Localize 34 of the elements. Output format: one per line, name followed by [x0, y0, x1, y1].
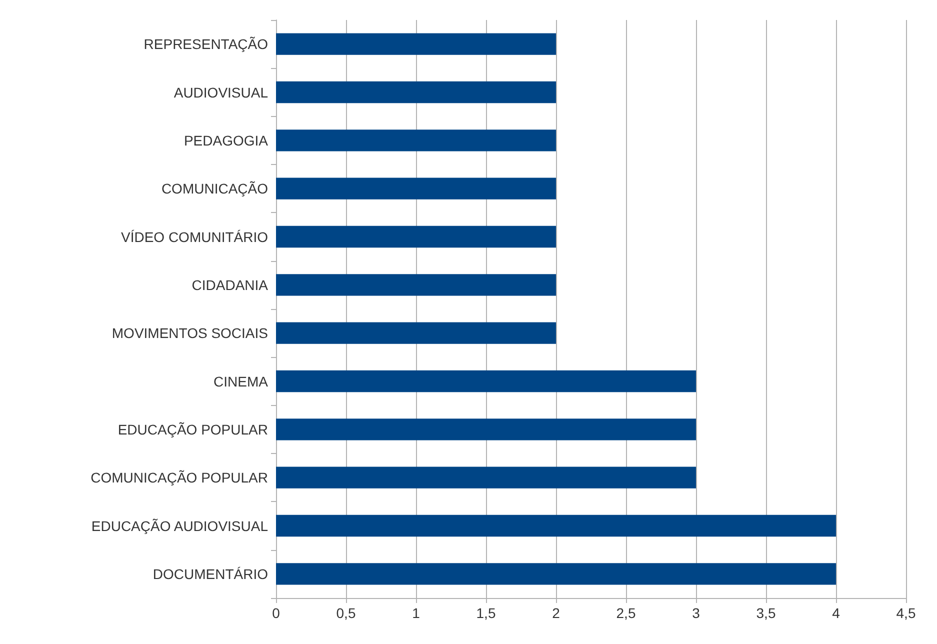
y-tick-label: REPRESENTAÇÃO: [144, 36, 268, 52]
bar: [276, 226, 556, 248]
bar: [276, 33, 556, 55]
bar: [276, 130, 556, 152]
y-tick-label: EDUCAÇÃO AUDIOVISUAL: [91, 518, 268, 534]
x-tick-label: 0,5: [336, 605, 356, 621]
bar: [276, 370, 696, 392]
x-tick-label: 3,5: [756, 605, 776, 621]
bar: [276, 514, 836, 537]
y-tick-label: PEDAGOGIA: [184, 132, 269, 148]
bar: [276, 178, 556, 200]
x-tick-label: 1: [412, 605, 420, 621]
y-tick-label: CINEMA: [214, 373, 269, 390]
y-tick-label: DOCUMENTÁRIO: [152, 566, 268, 582]
bar: [276, 466, 696, 488]
y-tick-label: MOVIMENTOS SOCIAIS: [112, 325, 268, 342]
y-tick-label: EDUCAÇÃO POPULAR: [118, 421, 268, 438]
x-tick-label: 3: [692, 605, 700, 621]
x-tick-label: 1,5: [476, 605, 496, 621]
y-tick-label: CIDADANIA: [192, 276, 269, 293]
bar: [276, 81, 556, 104]
x-tick-label: 2: [552, 605, 560, 621]
bar: [276, 322, 556, 344]
y-tick-label: AUDIOVISUAL: [174, 84, 268, 100]
x-tick-label: 4: [832, 605, 840, 621]
x-tick-label: 4,5: [896, 605, 916, 621]
x-tick-label: 0: [272, 605, 280, 621]
y-tick-label: COMUNICAÇÃO: [161, 180, 268, 197]
y-tick-label: COMUNICAÇÃO POPULAR: [90, 470, 268, 486]
bar: [276, 418, 696, 440]
y-tick-label: VÍDEO COMUNITÁRIO: [120, 228, 268, 245]
bar: [276, 563, 836, 585]
bar: [276, 274, 556, 296]
x-tick-label: 2,5: [616, 605, 636, 621]
